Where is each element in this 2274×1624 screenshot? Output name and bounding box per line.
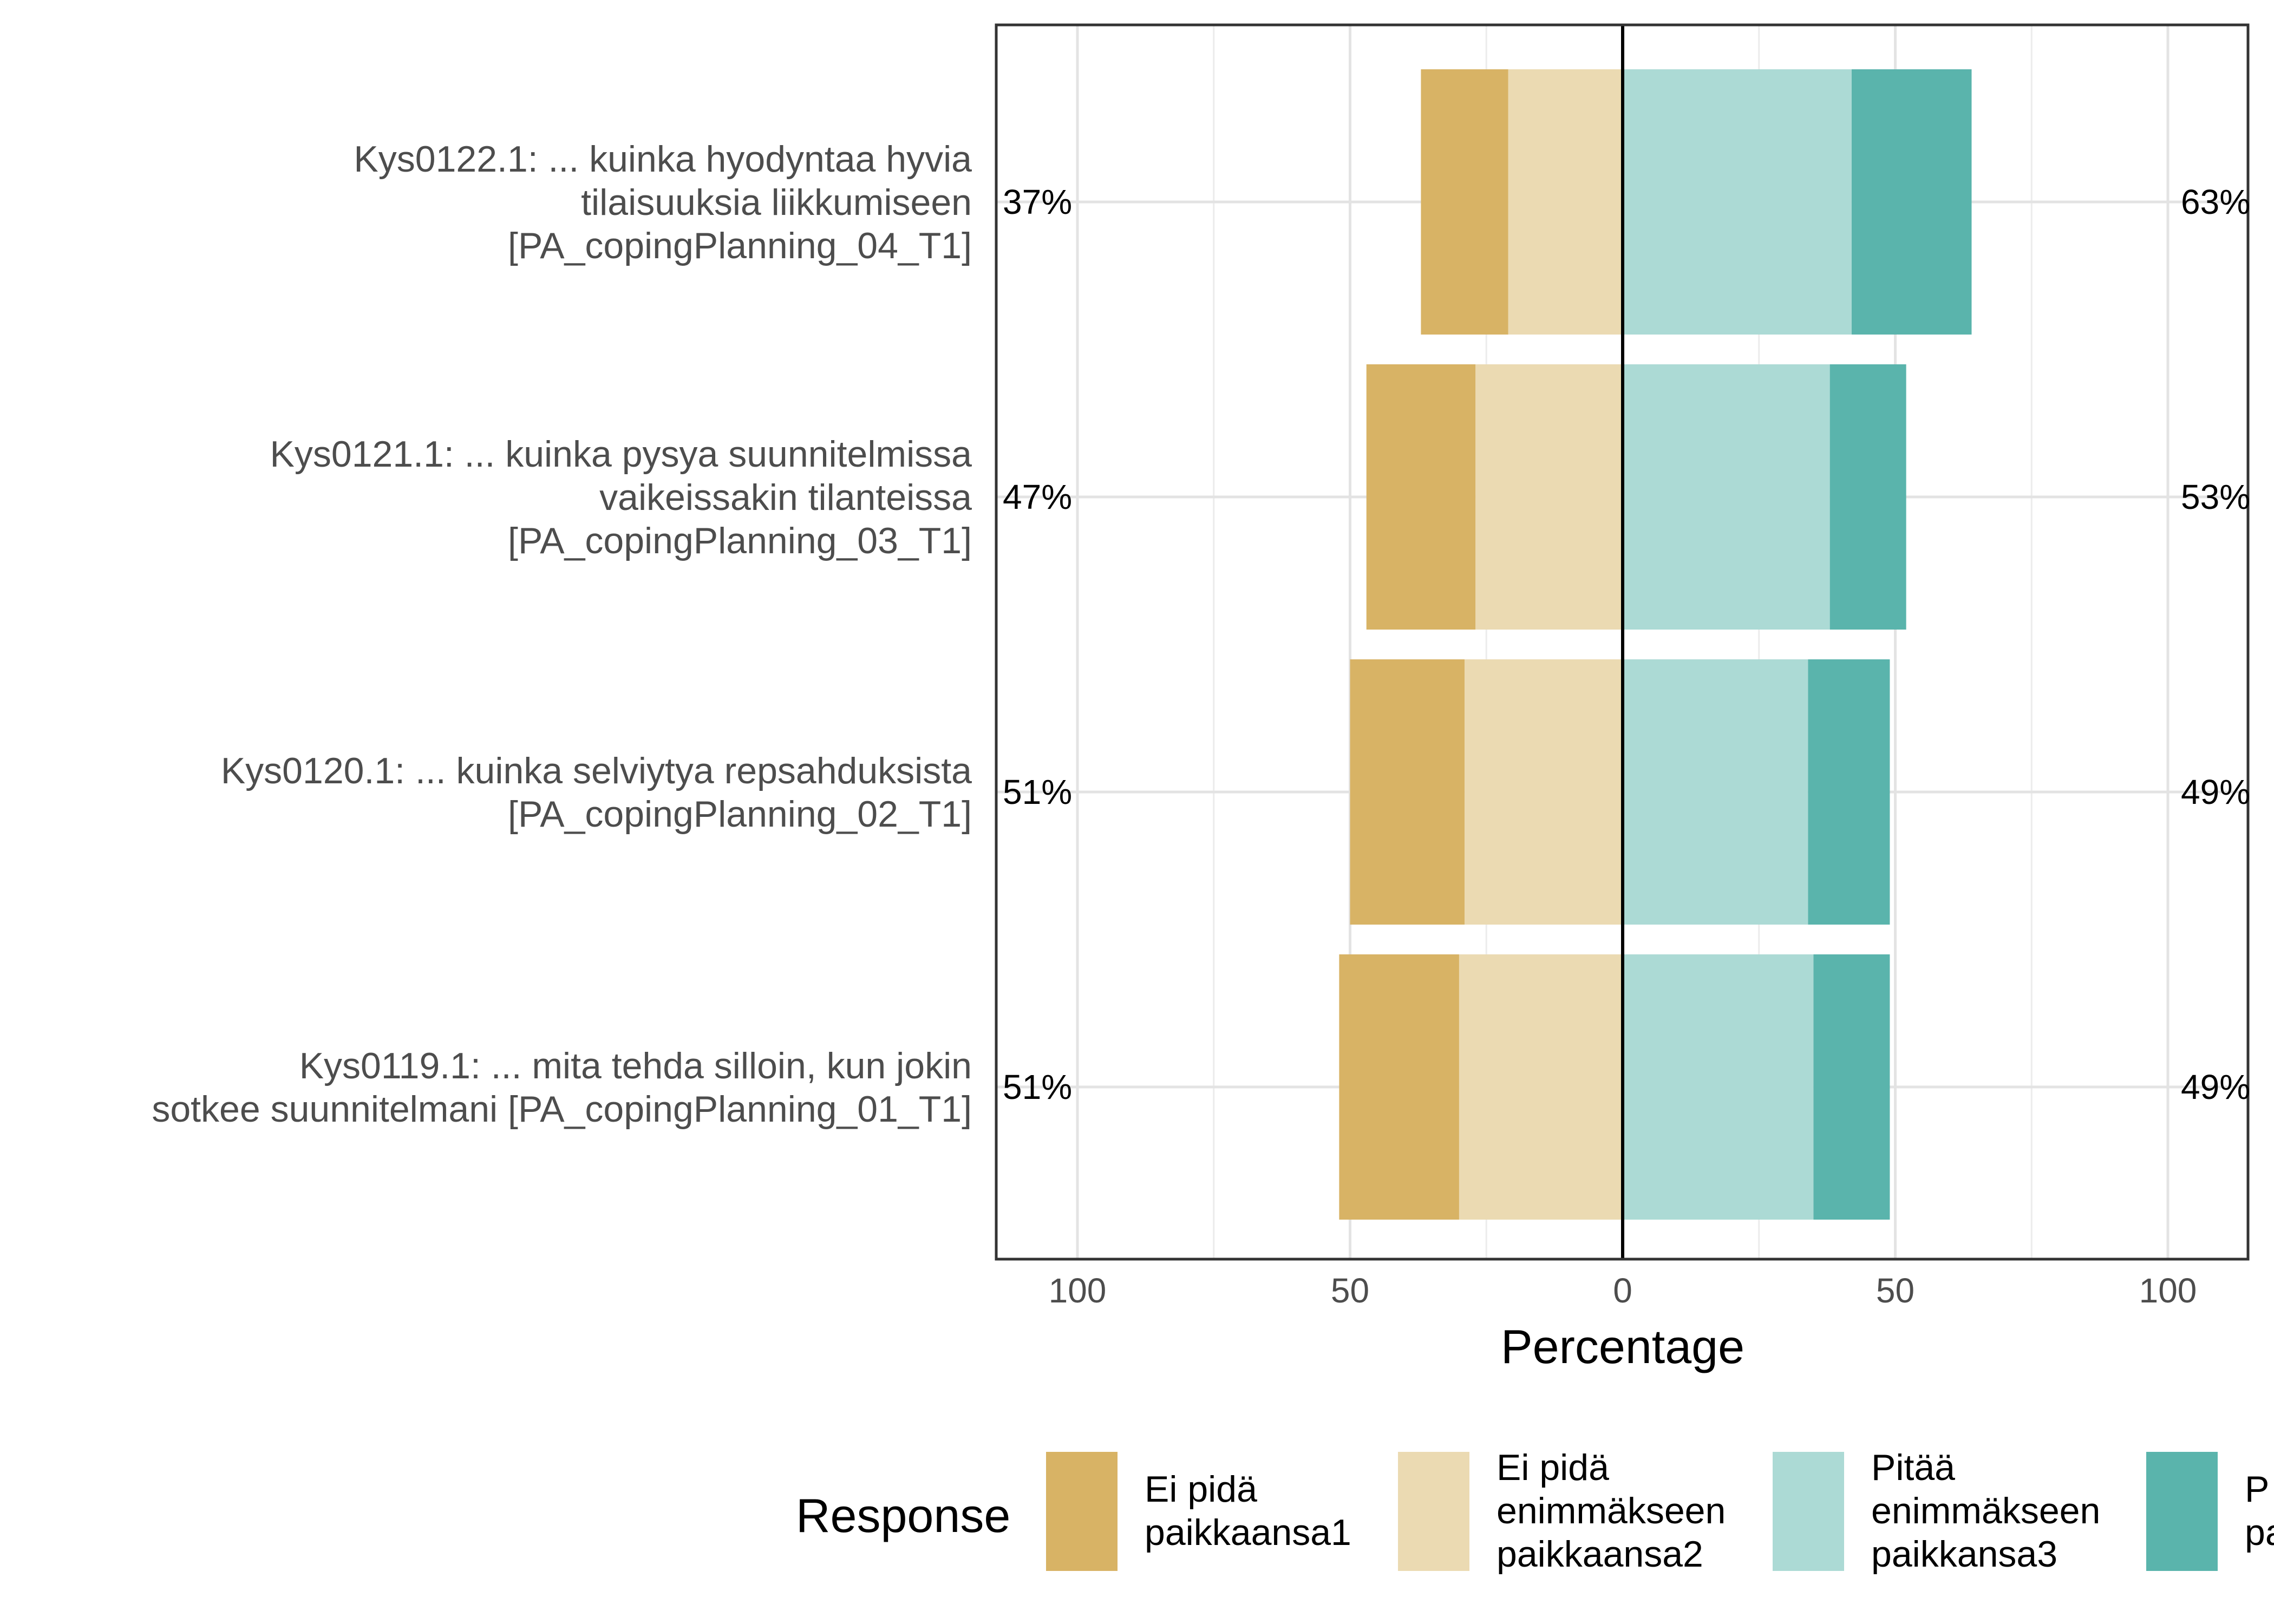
bar-segment [1508, 69, 1623, 335]
bar-segment [1459, 954, 1623, 1220]
legend-label: Ppa [2245, 1469, 2274, 1553]
x-tick-label: 50 [1876, 1271, 1914, 1310]
legend-swatch [1398, 1452, 1469, 1571]
x-tick-label: 50 [1331, 1271, 1369, 1310]
left-percentage-label: 51% [1003, 1068, 1072, 1106]
left-percentage-label: 37% [1003, 182, 1072, 221]
bar-segment [1813, 954, 1890, 1220]
bar-segment [1421, 69, 1508, 335]
item-label: Kys0122.1: ... kuinka hyodyntaa hyvia til… [354, 139, 972, 266]
left-percentage-label: 47% [1003, 477, 1072, 516]
left-percentage-label: 51% [1003, 772, 1072, 811]
legend-label: Ei pidä enimmäkseen paikkaansa2 [1497, 1447, 1726, 1575]
legend-label: Pitää enimmäkseen paikkansa3 [1871, 1447, 2100, 1575]
x-tick-label: 100 [1049, 1271, 1107, 1310]
item-label: Kys0121.1: ... kuinka pysya suunnitelmis… [270, 434, 972, 561]
item-label: Kys0119.1: ... mita tehda silloin, kun j… [152, 1045, 972, 1130]
x-axis-ticks: 100 50 0 50 100 [1049, 1271, 2197, 1310]
bar-segment [1623, 659, 1808, 925]
x-tick-label: 0 [1613, 1271, 1632, 1310]
bar-segment [1829, 364, 1906, 630]
bar-segment [1475, 364, 1623, 630]
right-percentage-label: 49% [2181, 1068, 2250, 1106]
bar-segment [1851, 69, 1972, 335]
legend: Ei pidä paikkaansa1 Ei pidä enimmäkseen paik… [1046, 1447, 2274, 1575]
legend-swatch [1046, 1452, 1118, 1571]
bar-segment [1339, 954, 1459, 1220]
right-percentage-label: 49% [2181, 772, 2250, 811]
percentage-labels: 37% 47% 51% 51% 63% 53% 49% 49% [1003, 182, 2250, 1106]
x-tick-label: 100 [2139, 1271, 2197, 1310]
bar-segment [1623, 364, 1830, 630]
legend-title: Response [796, 1489, 1010, 1542]
plot-panel-border [995, 23, 2250, 1261]
bars [1339, 69, 1972, 1220]
bar-segment [1623, 69, 1852, 335]
item-label: Kys0120.1: ... kuinka selviytya repsahdu… [221, 750, 972, 835]
bar-segment [1350, 659, 1465, 925]
bar-segment [1808, 659, 1890, 925]
item-labels: Kys0122.1: ... kuinka hyodyntaa hyvia til… [152, 139, 972, 1130]
bar-segment [1464, 659, 1623, 925]
legend-label: Ei pidä paikkaansa1 [1145, 1469, 1351, 1553]
x-axis-title: Percentage [1501, 1320, 1744, 1373]
legend-swatch [2146, 1452, 2218, 1571]
legend-swatch [1773, 1452, 1844, 1571]
right-percentage-label: 63% [2181, 182, 2250, 221]
right-percentage-label: 53% [2181, 477, 2250, 516]
bar-segment [1366, 364, 1476, 630]
bar-segment [1623, 954, 1814, 1220]
